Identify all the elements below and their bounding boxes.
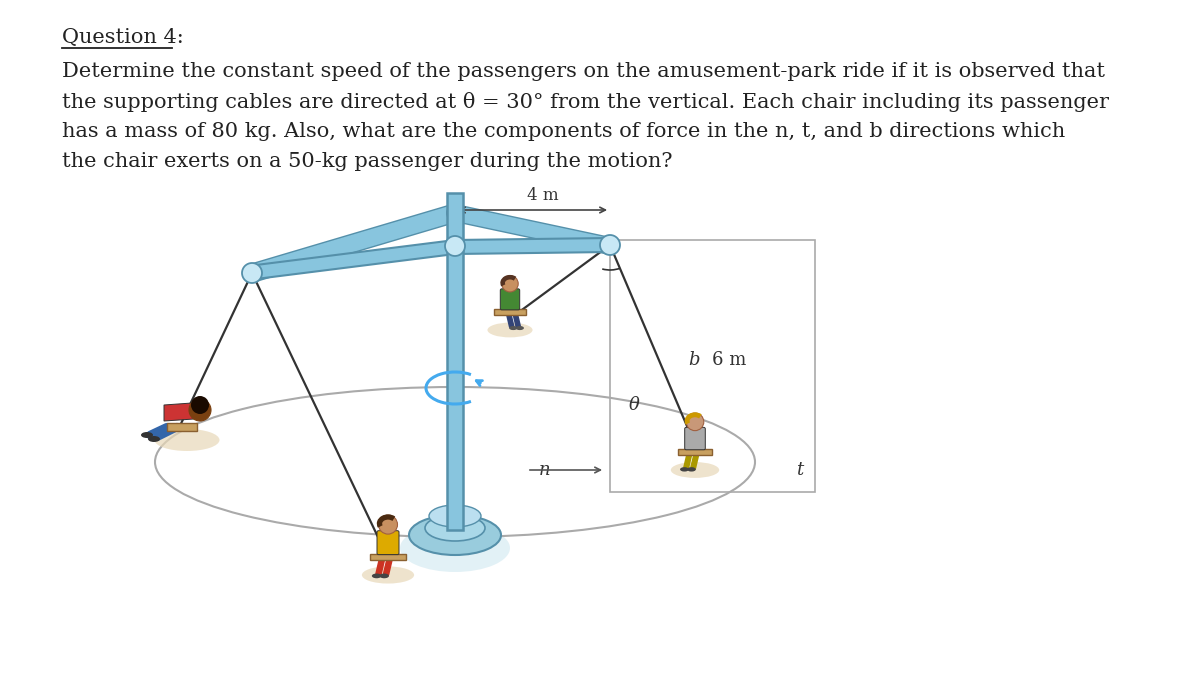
Text: t: t [797, 461, 804, 479]
FancyBboxPatch shape [494, 308, 526, 315]
Text: 6 m: 6 m [712, 351, 746, 369]
Circle shape [378, 515, 397, 534]
Polygon shape [455, 238, 610, 254]
Ellipse shape [425, 515, 485, 541]
Text: the supporting cables are directed at θ = 30° from the vertical. Each chair incl: the supporting cables are directed at θ … [62, 92, 1109, 112]
Text: θ: θ [629, 396, 640, 414]
FancyBboxPatch shape [446, 193, 463, 530]
Circle shape [190, 399, 211, 421]
Ellipse shape [487, 323, 533, 337]
FancyBboxPatch shape [500, 289, 520, 310]
Ellipse shape [372, 573, 382, 578]
Ellipse shape [362, 567, 414, 584]
Text: b: b [689, 351, 700, 369]
Circle shape [191, 396, 209, 414]
FancyBboxPatch shape [678, 449, 712, 455]
Ellipse shape [688, 467, 696, 471]
Polygon shape [248, 240, 455, 280]
Text: has a mass of 80 kg. Also, what are the components of force in the n, t, and b d: has a mass of 80 kg. Also, what are the … [62, 122, 1066, 141]
Circle shape [502, 276, 518, 292]
Ellipse shape [142, 432, 154, 438]
Text: 4 m: 4 m [527, 187, 558, 204]
Polygon shape [164, 403, 194, 421]
Ellipse shape [680, 467, 689, 471]
Text: Question 4:: Question 4: [62, 28, 184, 47]
FancyBboxPatch shape [167, 423, 197, 431]
Ellipse shape [409, 515, 502, 555]
Ellipse shape [509, 326, 517, 330]
Circle shape [600, 235, 620, 255]
Ellipse shape [516, 326, 524, 330]
Text: Determine the constant speed of the passengers on the amusement-park ride if it : Determine the constant speed of the pass… [62, 62, 1105, 81]
FancyBboxPatch shape [377, 530, 398, 554]
Ellipse shape [430, 505, 481, 527]
Text: the chair exerts on a 50-kg passenger during the motion?: the chair exerts on a 50-kg passenger du… [62, 152, 672, 171]
Text: n: n [539, 461, 551, 479]
FancyBboxPatch shape [685, 428, 706, 449]
Ellipse shape [671, 462, 719, 478]
Ellipse shape [155, 429, 220, 451]
Ellipse shape [379, 573, 389, 578]
Ellipse shape [148, 436, 160, 442]
Circle shape [445, 236, 466, 256]
Circle shape [686, 413, 703, 430]
FancyBboxPatch shape [370, 554, 406, 560]
Ellipse shape [400, 524, 510, 572]
Circle shape [242, 263, 262, 283]
